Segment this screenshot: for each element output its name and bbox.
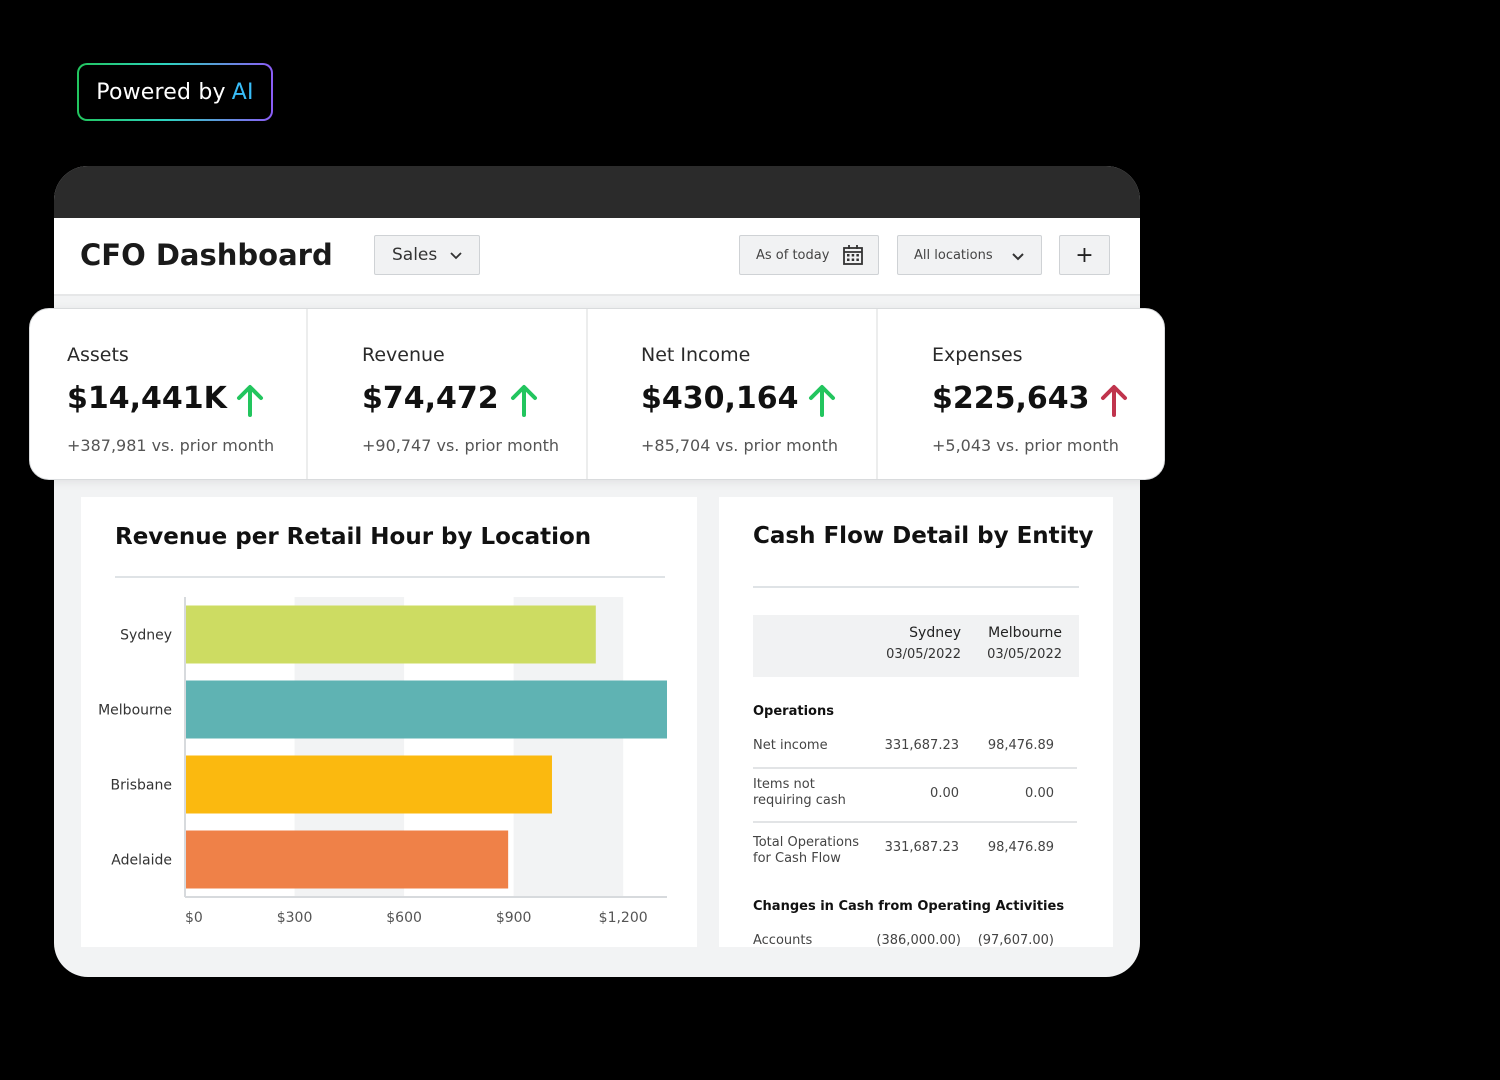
arrow-up-icon <box>237 385 263 417</box>
dashboard-header: CFO Dashboard Sales As of today All loca… <box>54 218 1140 296</box>
arrow-up-icon <box>809 385 835 417</box>
column-date: 03/05/2022 <box>886 647 961 662</box>
date-filter-label: As of today <box>756 247 830 263</box>
cash-flow-panel: Cash Flow Detail by Entity Sydney 03/05/… <box>719 497 1113 948</box>
bar-brisbane <box>186 755 552 814</box>
cell-value: (386,000.00) <box>876 933 961 948</box>
row-divider <box>753 767 1077 769</box>
category-label: Sydney <box>120 628 172 644</box>
category-label: Melbourne <box>98 703 172 719</box>
page-title: CFO Dashboard <box>80 238 333 272</box>
revenue-bar-chart: Sydney Melbourne Brisbane Adelaide $0 $300 $60… <box>98 597 667 926</box>
section-heading: Changes in Cash from Operating Activitie… <box>753 899 1065 914</box>
cell-value: (97,607.00) <box>977 933 1054 948</box>
x-tick-label: $300 <box>277 910 313 926</box>
window-title-bar <box>54 166 1140 218</box>
row-label: Accounts <box>753 933 813 948</box>
kpi-card-expenses[interactable]: Expenses $225,643 +5,043 vs. prior month <box>878 309 1164 479</box>
column-name: Melbourne <box>988 625 1062 641</box>
kpi-card-net-income[interactable]: Net Income $430,164 +85,704 vs. prior mo… <box>588 309 878 479</box>
badge-prefix: Powered by <box>96 79 226 105</box>
arrow-up-icon <box>511 385 537 417</box>
panel-divider <box>115 576 665 578</box>
row-label-line: for Cash Flow <box>753 851 841 866</box>
row-label: Net income <box>753 738 828 753</box>
x-tick-label: $0 <box>185 910 203 926</box>
bar-adelaide <box>186 830 509 889</box>
kpi-value: $14,441K <box>67 381 227 416</box>
column-header-sydney: Sydney 03/05/2022 <box>886 625 961 662</box>
powered-by-ai-badge: Powered by AI <box>77 63 273 121</box>
report-select[interactable]: Sales <box>374 235 480 275</box>
kpi-value: $430,164 <box>641 381 799 416</box>
chevron-down-icon <box>1012 253 1024 261</box>
bar-melbourne <box>186 680 667 739</box>
cash-flow-column-header: Sydney 03/05/2022 Melbourne 03/05/2022 <box>753 615 1079 677</box>
row-label-line: Items not <box>753 777 815 792</box>
kpi-label: Revenue <box>362 344 445 366</box>
column-date: 03/05/2022 <box>987 647 1062 662</box>
add-button[interactable]: + <box>1059 235 1110 275</box>
x-tick-label: $1,200 <box>599 910 648 926</box>
cell-value: 98,476.89 <box>987 738 1054 753</box>
badge-ai-text: AI <box>231 79 254 105</box>
kpi-card-revenue[interactable]: Revenue $74,472 +90,747 vs. prior month <box>308 309 588 479</box>
kpi-card-assets[interactable]: Assets $14,441K +387,981 vs. prior month <box>30 309 308 479</box>
chevron-down-icon <box>450 252 462 260</box>
category-label: Brisbane <box>111 778 173 794</box>
kpi-label: Assets <box>67 344 129 366</box>
kpi-delta: +85,704 vs. prior month <box>641 436 839 455</box>
row-divider <box>753 821 1077 823</box>
cell-value: 331,687.23 <box>884 840 959 855</box>
column-name: Sydney <box>909 625 961 641</box>
cell-value: 0.00 <box>930 786 959 801</box>
kpi-label: Net Income <box>641 344 751 366</box>
x-tick-label: $600 <box>386 910 422 926</box>
x-tick-label: $900 <box>496 910 532 926</box>
cell-value: 331,687.23 <box>884 738 959 753</box>
kpi-value: $225,643 <box>932 381 1090 416</box>
kpi-strip: Assets $14,441K +387,981 vs. prior month… <box>29 308 1165 480</box>
kpi-delta: +387,981 vs. prior month <box>67 436 275 455</box>
cell-value: 98,476.89 <box>987 840 1054 855</box>
plus-icon: + <box>1075 242 1094 268</box>
kpi-value: $74,472 <box>362 381 499 416</box>
row-label: Total Operations for Cash Flow <box>753 835 859 867</box>
location-select-value: All locations <box>914 247 993 263</box>
bar-sydney <box>186 605 596 664</box>
row-label-line: requiring cash <box>753 793 846 808</box>
chart-title: Revenue per Retail Hour by Location <box>115 524 592 550</box>
cell-value: 0.00 <box>1025 786 1054 801</box>
row-label-line: Total Operations <box>753 835 859 850</box>
location-select[interactable]: All locations <box>897 235 1042 275</box>
arrow-up-icon <box>1101 385 1127 417</box>
row-label: Items not requiring cash <box>753 777 846 809</box>
date-filter-button[interactable]: As of today <box>739 235 879 275</box>
calendar-icon <box>843 245 863 265</box>
kpi-delta: +90,747 vs. prior month <box>362 436 560 455</box>
kpi-label: Expenses <box>932 344 1023 366</box>
cash-flow-title: Cash Flow Detail by Entity <box>753 523 1094 549</box>
section-heading: Operations <box>753 704 834 719</box>
category-label: Adelaide <box>111 853 172 869</box>
report-select-value: Sales <box>392 245 438 265</box>
kpi-delta: +5,043 vs. prior month <box>932 436 1119 455</box>
column-header-melbourne: Melbourne 03/05/2022 <box>987 625 1062 662</box>
panel-divider <box>753 586 1079 588</box>
revenue-chart-panel: Revenue per Retail Hour by Location Sydn… <box>81 497 697 947</box>
